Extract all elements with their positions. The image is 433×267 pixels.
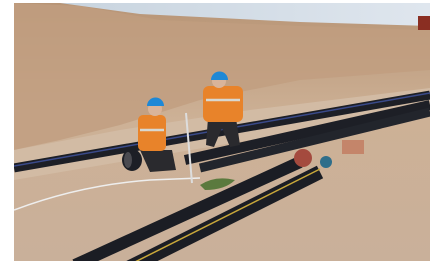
box (342, 140, 364, 154)
pipe-opening (124, 152, 132, 168)
vest (203, 86, 243, 122)
scene (14, 3, 430, 267)
vehicle (418, 16, 430, 30)
pump (320, 156, 332, 168)
vest (138, 115, 166, 151)
photo (0, 0, 433, 267)
page (0, 0, 433, 267)
reel (294, 149, 312, 167)
